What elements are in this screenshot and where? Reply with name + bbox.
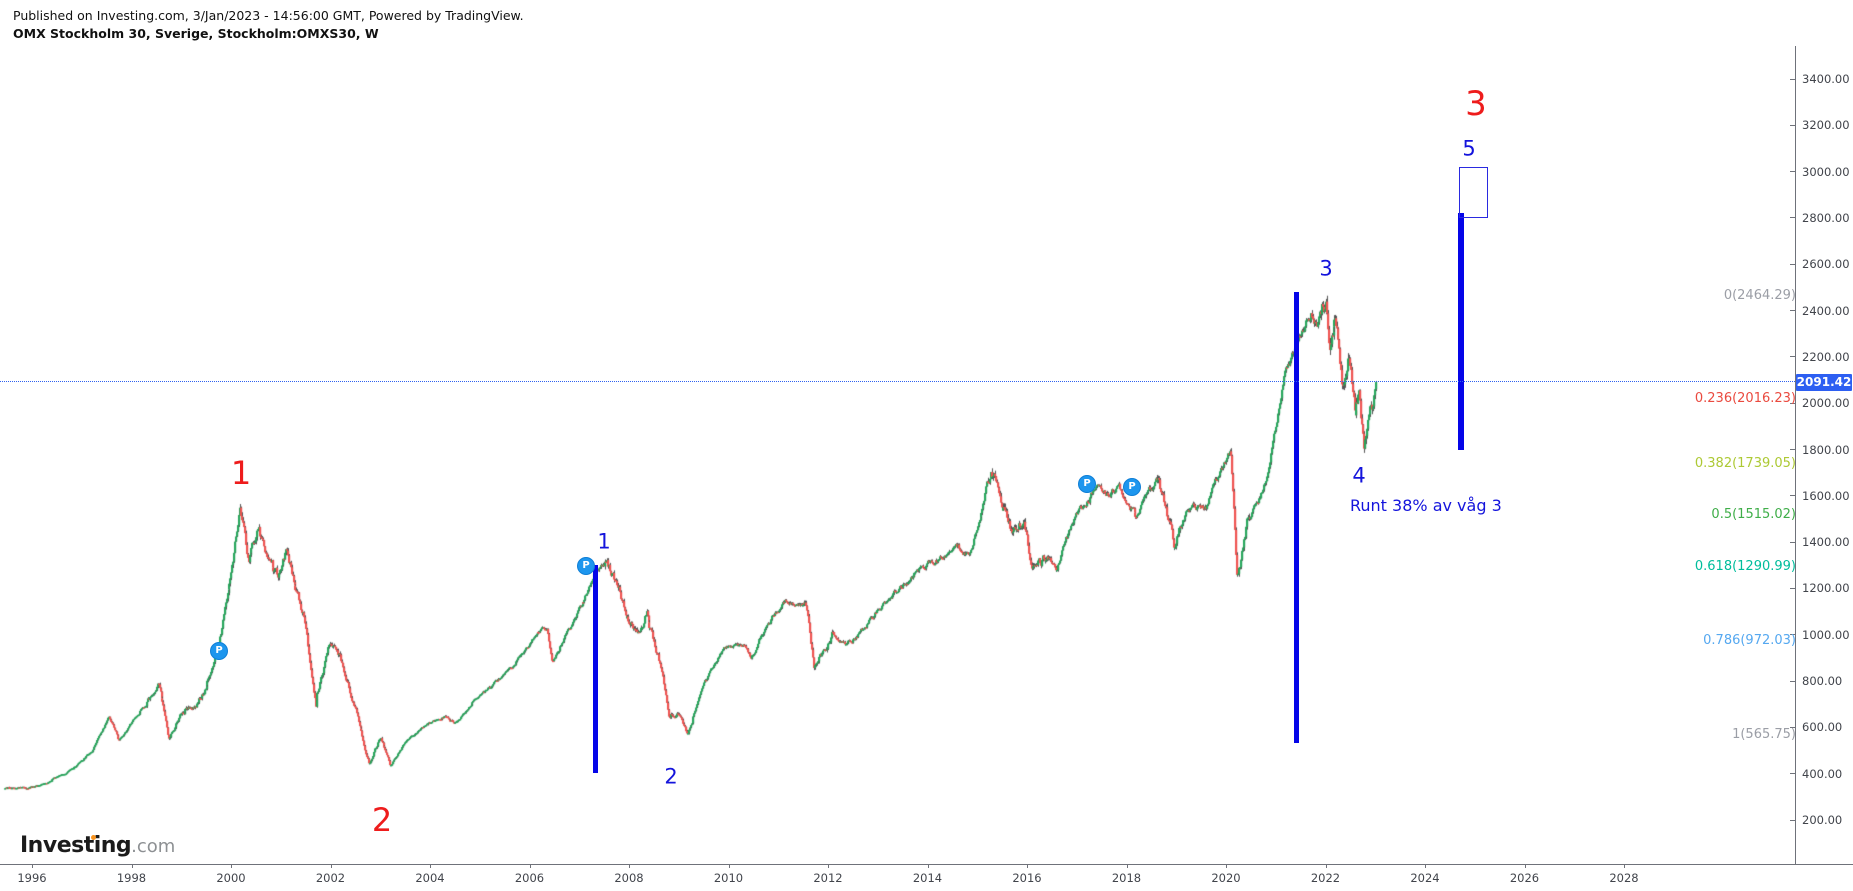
- investing-logo-orange-dot: [91, 835, 96, 840]
- investing-logo[interactable]: Investing.com: [20, 833, 175, 858]
- investing-logo-brand: Investing: [20, 833, 132, 858]
- current-price-line: [0, 381, 1795, 382]
- current-price-badge: 2091.42: [1796, 373, 1852, 391]
- wave5-projection-box[interactable]: [1459, 167, 1488, 218]
- wave-note[interactable]: Runt 38% av våg 3: [1350, 496, 1502, 515]
- investing-logo-suffix: .com: [131, 836, 176, 857]
